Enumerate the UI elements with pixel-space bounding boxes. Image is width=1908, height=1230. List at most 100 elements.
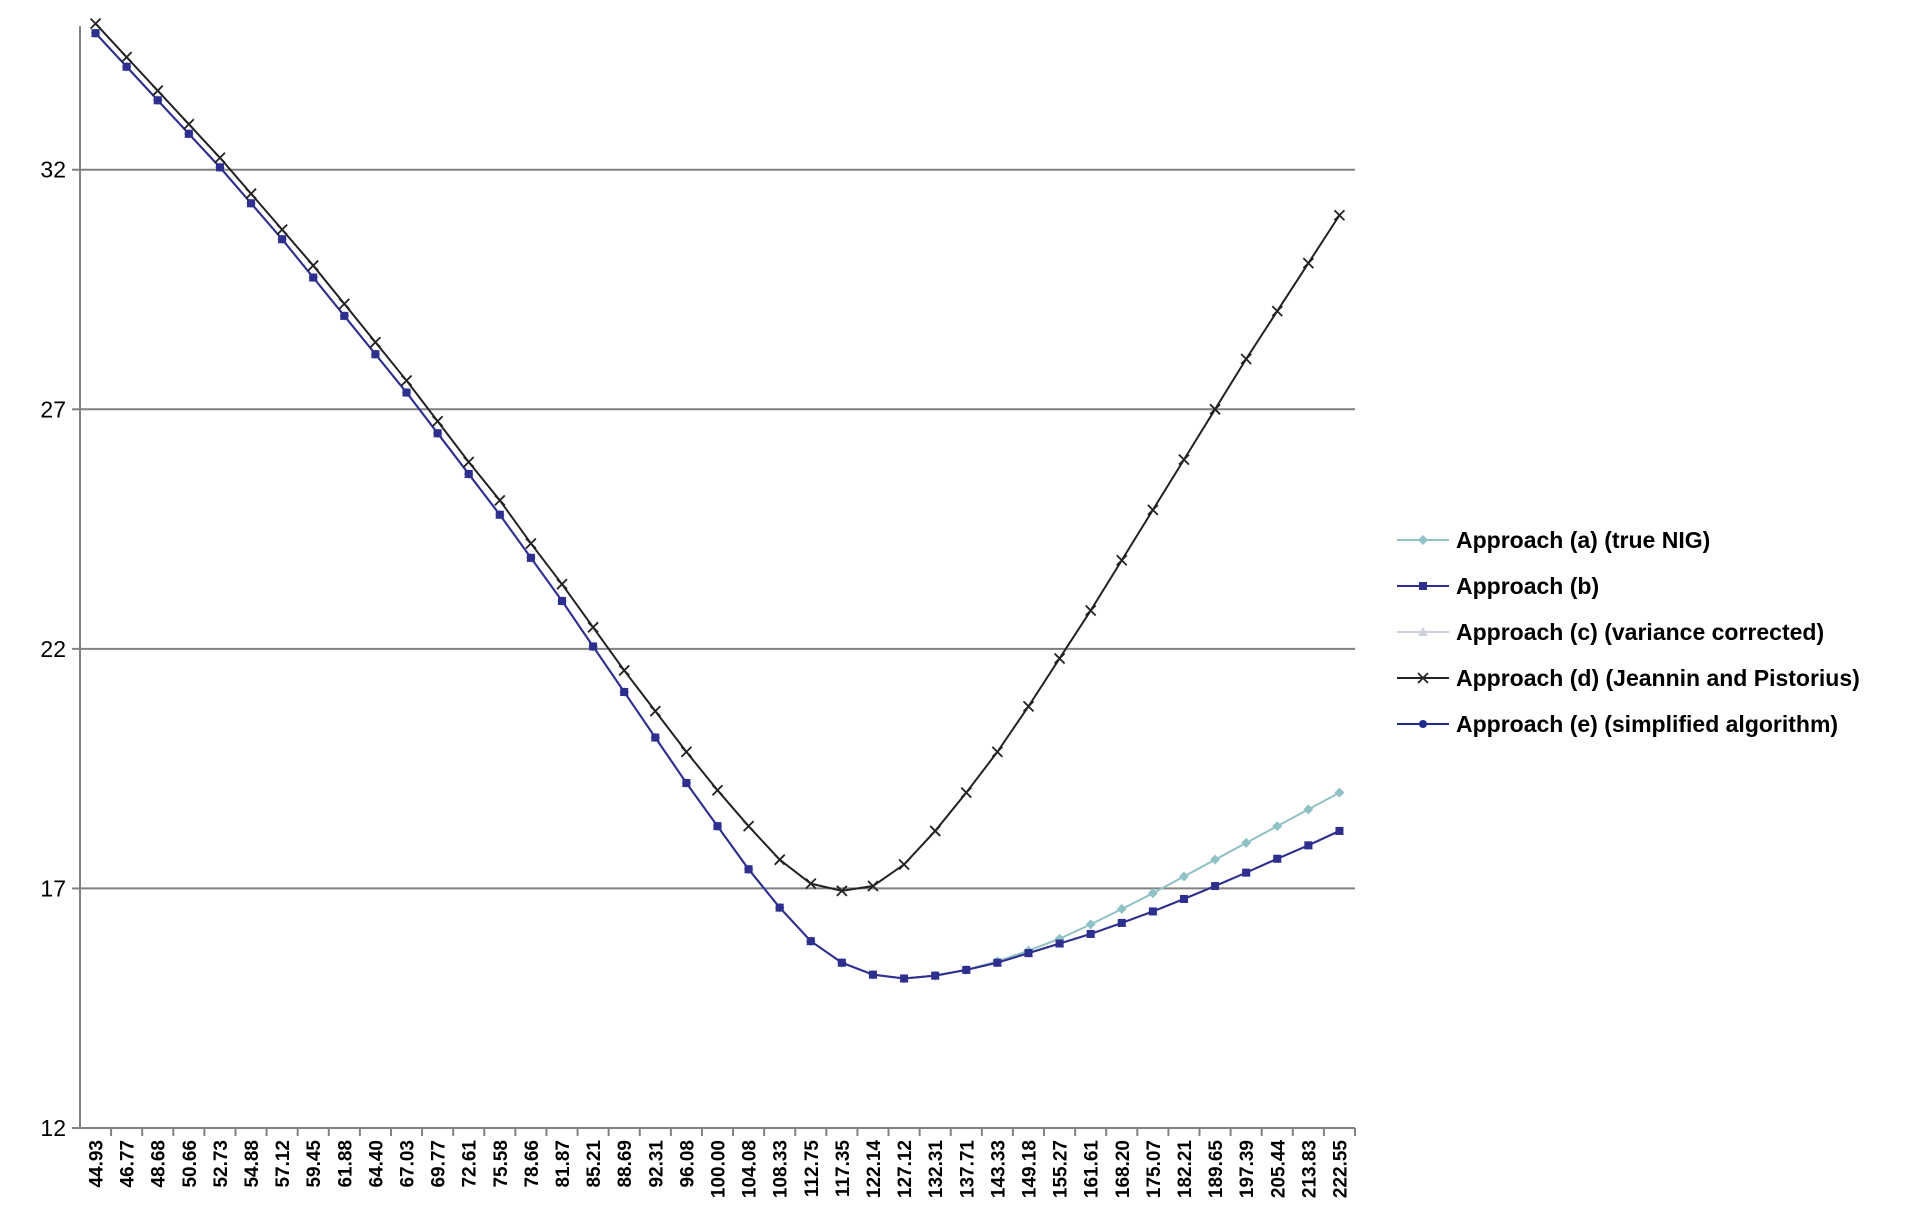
data-point xyxy=(371,350,380,359)
legend-item: Approach (e) (simplified algorithm) xyxy=(1395,701,1860,747)
data-point xyxy=(1242,868,1251,877)
data-point xyxy=(556,578,568,590)
data-point xyxy=(152,85,164,97)
x-tick-label: 100.00 xyxy=(709,1140,730,1198)
x-tick-label: 213.83 xyxy=(1299,1140,1320,1198)
data-point xyxy=(775,903,784,912)
legend-swatch xyxy=(1397,672,1449,684)
legend-item: Approach (b) xyxy=(1395,563,1860,609)
data-point xyxy=(960,786,972,799)
data-point xyxy=(744,865,753,874)
gridlines xyxy=(80,168,1355,890)
data-point xyxy=(1116,554,1128,566)
legend-label: Approach (d) (Jeannin and Pistorius) xyxy=(1456,664,1860,691)
data-point xyxy=(1271,305,1283,317)
data-point xyxy=(402,388,411,397)
data-point xyxy=(338,298,350,310)
series-2 xyxy=(91,29,1344,983)
x-tick-label: 78.66 xyxy=(522,1140,543,1188)
data-point xyxy=(836,885,848,897)
x-tick-label: 197.39 xyxy=(1237,1140,1258,1198)
x-tick-label: 61.88 xyxy=(335,1140,356,1188)
legend-item: Approach (c) (variance corrected) xyxy=(1395,609,1860,655)
data-point xyxy=(680,746,693,758)
data-point xyxy=(1209,403,1221,415)
data-point xyxy=(774,854,786,866)
x-tick-label: 54.88 xyxy=(242,1140,263,1188)
y-tick-label: 17 xyxy=(40,875,66,901)
x-tick-label: 59.45 xyxy=(304,1140,325,1188)
x-tick-label: 132.31 xyxy=(926,1140,947,1199)
data-point xyxy=(1117,918,1126,927)
data-point xyxy=(1419,720,1427,728)
x-tick-label: 50.66 xyxy=(180,1140,201,1188)
data-point xyxy=(1178,453,1190,466)
data-point xyxy=(713,822,722,831)
data-point xyxy=(369,336,382,348)
y-tick-labels: 12 17 22 27 32 xyxy=(40,157,66,1141)
data-point xyxy=(89,17,102,30)
data-point xyxy=(121,51,133,63)
x-tick-label: 46.77 xyxy=(118,1140,139,1188)
data-point xyxy=(589,642,598,651)
x-tick-label: 143.33 xyxy=(988,1140,1009,1198)
data-point xyxy=(91,29,100,38)
series-line xyxy=(94,32,1340,980)
data-point xyxy=(1148,907,1157,916)
data-point xyxy=(558,596,567,605)
x-tick-label: 92.31 xyxy=(646,1140,667,1188)
data-point xyxy=(900,974,909,983)
data-point xyxy=(247,199,256,208)
x-tick-label: 182.21 xyxy=(1175,1140,1196,1199)
x-tick-label: 149.18 xyxy=(1019,1140,1040,1198)
data-point xyxy=(1418,535,1428,545)
y-tick-label: 27 xyxy=(40,396,66,422)
data-point xyxy=(307,259,319,272)
data-point xyxy=(431,415,444,427)
x-tick-label: 88.69 xyxy=(615,1140,636,1188)
data-point xyxy=(1419,582,1427,590)
series-group xyxy=(89,17,1346,984)
data-point xyxy=(742,820,755,832)
legend-label: Approach (e) (simplified algorithm) xyxy=(1456,710,1839,737)
data-point xyxy=(1303,804,1314,815)
data-point xyxy=(1333,209,1346,221)
data-point xyxy=(1240,353,1252,365)
data-point xyxy=(340,311,349,320)
data-point xyxy=(805,878,817,890)
y-tick-label: 22 xyxy=(40,636,66,662)
legend: Approach (a) (true NIG) Approach (b) Appro… xyxy=(1395,517,1860,747)
data-point xyxy=(400,374,413,387)
series-line xyxy=(94,32,1340,980)
x-tick-label: 108.33 xyxy=(771,1140,792,1198)
x-tick-label: 44.93 xyxy=(87,1140,108,1188)
data-point xyxy=(991,746,1004,758)
legend-item: Approach (a) (true NIG) xyxy=(1395,517,1860,563)
data-point xyxy=(867,880,879,892)
data-point xyxy=(464,469,473,478)
data-point xyxy=(1085,919,1096,930)
data-point xyxy=(1147,888,1158,899)
axes xyxy=(72,26,1356,1136)
data-point xyxy=(929,825,941,837)
x-tick-label: 81.87 xyxy=(553,1140,574,1188)
data-point xyxy=(898,858,910,871)
data-point xyxy=(309,273,318,282)
data-point xyxy=(1302,257,1314,269)
x-tick-label: 75.58 xyxy=(491,1140,512,1188)
data-point xyxy=(993,958,1002,967)
x-tick-label: 137.71 xyxy=(957,1140,978,1199)
data-point xyxy=(1418,627,1428,636)
data-point xyxy=(1304,841,1313,850)
legend-swatch xyxy=(1397,535,1449,545)
legend-swatch xyxy=(1397,720,1449,728)
x-tick-label: 96.08 xyxy=(677,1140,698,1188)
data-point xyxy=(1241,837,1252,848)
x-tick-label: 127.12 xyxy=(895,1140,916,1198)
series-line xyxy=(94,22,1341,892)
data-point xyxy=(1273,854,1282,863)
x-tick-label: 69.77 xyxy=(429,1140,450,1188)
x-tick-label: 52.73 xyxy=(211,1140,232,1188)
data-point xyxy=(1022,700,1035,713)
